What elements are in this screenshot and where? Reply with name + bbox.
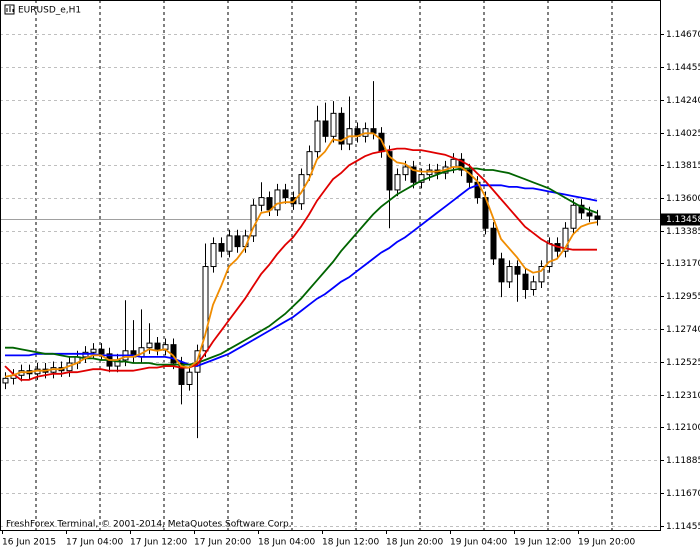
current-price-box [661, 213, 700, 226]
y-tick-label: 1.13170 [666, 259, 700, 269]
candle-body [514, 266, 521, 275]
plot-frame [0, 0, 661, 531]
symbol-icon [4, 4, 15, 15]
candle-body [258, 197, 265, 206]
x-tick-label: 19 Jun 12:00 [514, 538, 571, 548]
candle-body [186, 371, 193, 385]
candle-body [490, 227, 497, 260]
y-tick-label: 1.12740 [666, 325, 700, 335]
candle-body [314, 120, 321, 153]
candle-body [330, 112, 337, 137]
candle-body [154, 342, 161, 350]
candle-body [322, 120, 329, 137]
candle-body [146, 342, 153, 349]
candle-body [530, 281, 537, 291]
y-tick-label: 1.14025 [666, 129, 700, 139]
y-tick-label: 1.11670 [666, 489, 700, 499]
candle-body [450, 158, 457, 168]
candle-body [98, 348, 105, 355]
candle-body [586, 212, 593, 217]
candle-body [178, 362, 185, 385]
candle-body [562, 227, 569, 252]
candle-body [2, 377, 9, 384]
candle-body [282, 189, 289, 199]
x-tick-label: 17 Jun 04:00 [66, 538, 123, 548]
candle-body [498, 258, 505, 283]
candle-body [506, 266, 513, 283]
footer: FreshForex Terminal, © 2001-2014, MetaQu… [6, 520, 292, 530]
moving-average [5, 184, 598, 368]
current-price-label: 1.13458 [666, 215, 700, 225]
candle-body [578, 204, 585, 214]
y-tick-label: 1.14670 [666, 30, 700, 40]
marks [0, 81, 660, 439]
moving-average [4, 132, 598, 378]
candle-body [418, 174, 425, 183]
candle-body [522, 273, 529, 291]
y-tick-label: 1.11455 [666, 522, 700, 532]
x-tick-label: 17 Jun 12:00 [130, 538, 187, 548]
candle-body [402, 166, 409, 176]
candle-body [570, 204, 577, 229]
candle-body [274, 189, 281, 211]
x-tick-label: 19 Jun 20:00 [578, 538, 635, 548]
candle-body [234, 235, 241, 248]
candle-body [210, 243, 217, 268]
candle-body [458, 158, 465, 171]
candle-body [218, 243, 225, 252]
x-tick-label: 18 Jun 20:00 [386, 538, 443, 548]
y-tick-label: 1.13600 [666, 194, 700, 204]
moving-average [5, 167, 598, 366]
y-tick-label: 1.12100 [666, 423, 700, 433]
x-tick-label: 17 Jun 20:00 [194, 538, 251, 548]
moving-average [4, 147, 597, 381]
candle-body [386, 151, 393, 191]
y-tick-label: 1.12525 [666, 358, 700, 368]
y-tick-label: 1.13385 [666, 227, 700, 237]
y-tick-label: 1.12955 [666, 292, 700, 302]
candle-body [410, 166, 417, 183]
candle-body [90, 348, 97, 353]
candle-body [338, 112, 345, 145]
x-tick-label: 18 Jun 04:00 [258, 538, 315, 548]
y-tick-label: 1.13815 [666, 161, 700, 171]
y-tick-label: 1.14240 [666, 96, 700, 106]
x-tick-label: 19 Jun 04:00 [450, 538, 507, 548]
candle-body [538, 266, 545, 283]
x-tick-label: 18 Jun 12:00 [322, 538, 379, 548]
candle-body [226, 235, 233, 252]
y-tick-label: 1.11885 [666, 456, 700, 466]
candle-body [202, 266, 209, 352]
chart-title: EURUSD_e,H1 [18, 6, 81, 16]
candle-body [394, 174, 401, 191]
candle-body [594, 215, 601, 220]
y-tick-label: 1.14455 [666, 63, 700, 73]
x-tick-label: 16 Jun 2015 [2, 538, 56, 548]
y-tick-label: 1.12310 [666, 391, 700, 401]
candle-body [306, 151, 313, 176]
